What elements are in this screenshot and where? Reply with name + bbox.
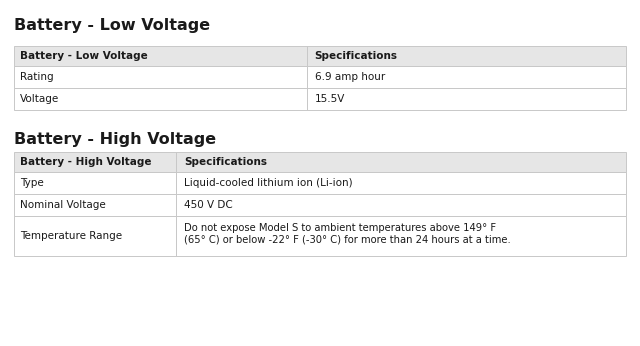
Bar [14,66,626,88]
Text: Do not expose Model S to ambient temperatures above 149° F
(65° C) or below -22°: Do not expose Model S to ambient tempera… [184,223,511,245]
Text: 15.5V: 15.5V [314,94,345,104]
Bar [14,172,626,194]
Text: Liquid-cooled lithium ion (Li-ion): Liquid-cooled lithium ion (Li-ion) [184,178,353,188]
Text: Specifications: Specifications [314,51,397,61]
Text: Battery - Low Voltage: Battery - Low Voltage [20,51,148,61]
Bar [307,46,308,66]
Bar [176,194,177,216]
Bar [307,88,308,110]
Text: Nominal Voltage: Nominal Voltage [20,200,106,210]
Bar [14,194,626,216]
Text: Battery - High Voltage: Battery - High Voltage [14,132,216,147]
Text: Battery - Low Voltage: Battery - Low Voltage [14,18,210,33]
Text: Type: Type [20,178,44,188]
Text: Specifications: Specifications [184,157,267,167]
Bar [14,46,626,66]
Text: 6.9 amp hour: 6.9 amp hour [314,72,385,82]
Bar [14,216,626,256]
Bar [307,66,308,88]
Bar [176,216,177,256]
Text: Voltage: Voltage [20,94,60,104]
Bar [14,88,626,110]
Text: 450 V DC: 450 V DC [184,200,233,210]
Text: Temperature Range: Temperature Range [20,231,122,241]
Bar [176,152,177,172]
Text: Rating: Rating [20,72,54,82]
Text: Battery - High Voltage: Battery - High Voltage [20,157,152,167]
Bar [176,172,177,194]
Bar [14,152,626,172]
